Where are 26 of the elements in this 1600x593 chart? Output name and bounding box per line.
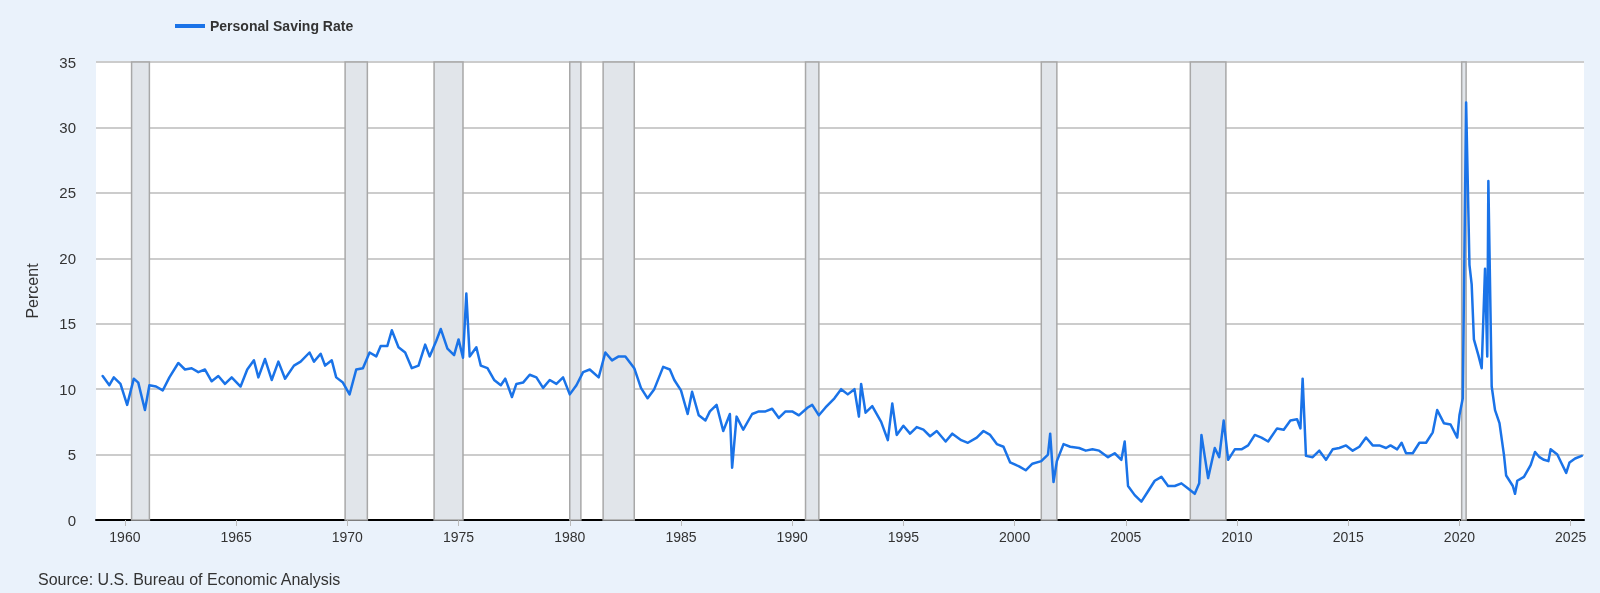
x-tick-label: 1975 (442, 529, 475, 545)
y-axis-title: Percent (23, 262, 41, 319)
source-note: Source: U.S. Bureau of Economic Analysis (38, 570, 341, 588)
y-tick-label: 20 (59, 249, 76, 267)
x-tick-label: 2015 (1332, 529, 1365, 545)
x-tick-label: 1990 (776, 529, 808, 545)
y-tick-label: 10 (59, 380, 76, 398)
legend-label: Personal Saving Rate (210, 18, 354, 34)
x-tick-label: 2025 (1555, 529, 1587, 545)
y-tick-label: 5 (67, 446, 76, 464)
x-tick-label: 1960 (109, 529, 141, 545)
y-tick-label: 0 (67, 511, 76, 529)
x-tick-label: 2000 (999, 529, 1031, 545)
line-series (101, 101, 1584, 503)
x-tick-label: 2005 (1110, 529, 1142, 545)
y-tick-label: 15 (59, 315, 76, 333)
y-tick-label: 30 (59, 118, 76, 136)
y-tick-label: 35 (59, 53, 76, 71)
y-tick-label: 25 (59, 184, 76, 202)
x-tick-label: 1980 (554, 529, 586, 545)
x-tick-label: 1995 (887, 529, 920, 545)
x-tick-label: 1985 (665, 529, 697, 545)
x-tick-label: 2020 (1443, 529, 1476, 545)
x-tick-label: 1965 (220, 529, 252, 545)
x-tick-label: 1970 (331, 529, 364, 545)
x-tick-label: 2010 (1221, 529, 1253, 545)
